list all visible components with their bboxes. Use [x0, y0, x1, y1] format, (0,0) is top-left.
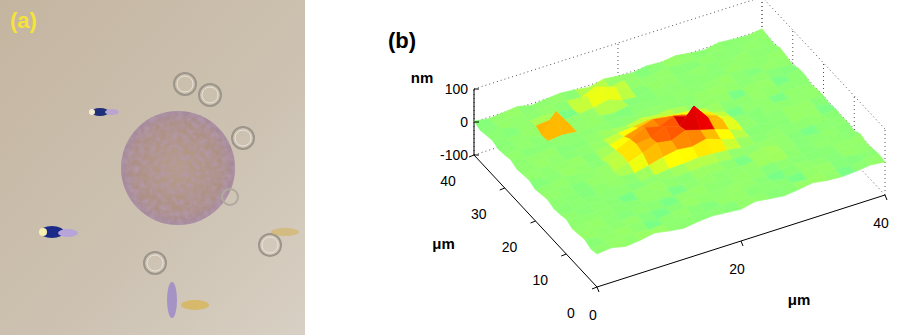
svg-text:40: 40 — [440, 173, 456, 189]
svg-text:0: 0 — [589, 307, 597, 323]
svg-text:(a): (a) — [10, 8, 37, 33]
svg-text:μm: μm — [432, 235, 455, 252]
svg-text:20: 20 — [502, 239, 518, 255]
svg-text:20: 20 — [729, 261, 745, 277]
svg-text:0: 0 — [460, 114, 468, 130]
svg-text:40: 40 — [873, 215, 889, 231]
svg-text:100: 100 — [445, 81, 469, 97]
svg-text:μm: μm — [788, 291, 811, 308]
svg-text:0: 0 — [567, 305, 575, 321]
svg-text:10: 10 — [532, 272, 548, 288]
svg-text:nm: nm — [411, 69, 434, 86]
svg-text:(b): (b) — [388, 28, 416, 53]
svg-text:-100: -100 — [440, 147, 468, 163]
svg-text:30: 30 — [471, 206, 487, 222]
